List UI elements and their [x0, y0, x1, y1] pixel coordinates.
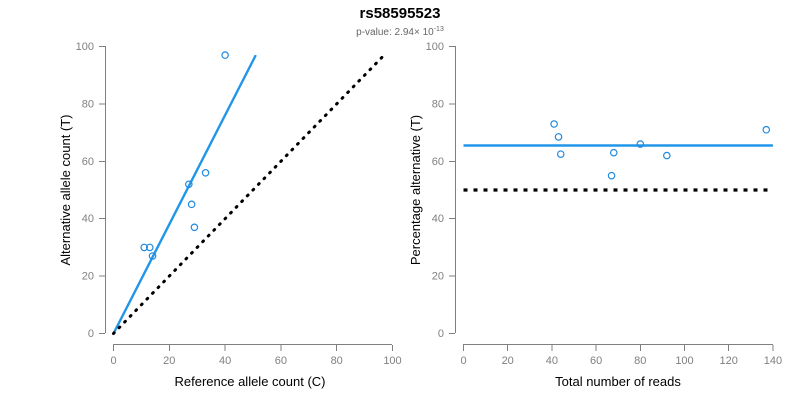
tick-label: 20: [432, 271, 444, 283]
data-point: [201, 168, 210, 177]
left-x-tick-labels: 0 20 40 60 80 100: [110, 355, 401, 367]
pvalue-exponent: -13: [434, 26, 444, 33]
left-panel: 100 80 60 40 20 0 0 20 40 60 80 100 Refe…: [58, 41, 402, 389]
tick-label: 40: [219, 355, 231, 367]
data-point: [145, 243, 154, 252]
tick-label: 140: [764, 355, 782, 367]
data-point: [607, 171, 616, 180]
tick-label: 100: [76, 41, 94, 53]
data-point: [140, 243, 148, 252]
right-y-tick-labels: 100 80 60 40 20 0: [426, 41, 444, 340]
tick-label: 0: [110, 355, 116, 367]
pvalue-prefix: p-value: 2.94× 10: [356, 27, 434, 38]
right-panel: 100 80 60 40 20 0 0 20 40 60 80 100 120: [408, 41, 782, 389]
tick-label: 0: [88, 328, 94, 340]
right-x-ticks: [463, 345, 774, 351]
tick-label: 0: [438, 328, 444, 340]
data-point: [609, 148, 618, 157]
page-title: rs58595523: [360, 5, 441, 22]
tick-label: 20: [163, 355, 175, 367]
tick-label: 80: [82, 98, 94, 110]
data-point: [148, 252, 157, 260]
left-y-ticks: [99, 46, 105, 334]
data-point: [187, 200, 196, 209]
tick-label: 80: [331, 355, 343, 367]
tick-label: 100: [426, 41, 444, 53]
pvalue-annotation: p-value: 2.94× 10-13: [356, 26, 444, 38]
data-point: [554, 133, 563, 141]
left-plot-area: [112, 51, 386, 335]
data-point: [221, 51, 229, 59]
tick-label: 20: [82, 271, 94, 283]
tick-label: 40: [82, 213, 94, 225]
right-plot-area: [463, 120, 773, 192]
reference-diagonal-line: [112, 53, 386, 335]
left-x-ticks: [113, 345, 393, 351]
data-point: [550, 120, 558, 128]
data-point: [636, 140, 645, 148]
tick-label: 40: [546, 355, 558, 367]
data-point: [190, 223, 199, 232]
left-y-tick-labels: 100 80 60 40 20 0: [76, 41, 94, 340]
data-point: [556, 150, 565, 158]
right-x-tick-labels: 0 20 40 60 80 100 120 140: [460, 355, 782, 367]
tick-label: 20: [502, 355, 514, 367]
tick-label: 60: [590, 355, 602, 367]
tick-label: 100: [383, 355, 401, 367]
right-y-ticks: [449, 46, 455, 334]
tick-label: 80: [634, 355, 646, 367]
tick-label: 80: [432, 98, 444, 110]
fit-line-line: [112, 54, 257, 335]
tick-label: 100: [675, 355, 693, 367]
tick-label: 60: [432, 156, 444, 168]
tick-label: 60: [275, 355, 287, 367]
data-point: [663, 151, 671, 160]
left-y-axis-label: Alternative allele count (T): [58, 114, 73, 265]
left-x-axis-label: Reference allele count (C): [174, 374, 325, 389]
tick-label: 60: [82, 156, 94, 168]
tick-label: 120: [720, 355, 738, 367]
tick-label: 0: [460, 355, 466, 367]
right-x-axis-label: Total number of reads: [555, 374, 681, 389]
data-point: [185, 180, 193, 189]
right-y-axis-label: Percentage alternative (T): [408, 115, 423, 265]
data-point: [762, 125, 771, 134]
tick-label: 40: [432, 213, 444, 225]
